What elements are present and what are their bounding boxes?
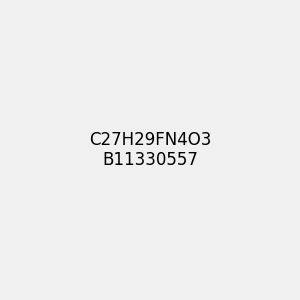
Text: C27H29FN4O3
B11330557: C27H29FN4O3 B11330557 [89,130,211,170]
